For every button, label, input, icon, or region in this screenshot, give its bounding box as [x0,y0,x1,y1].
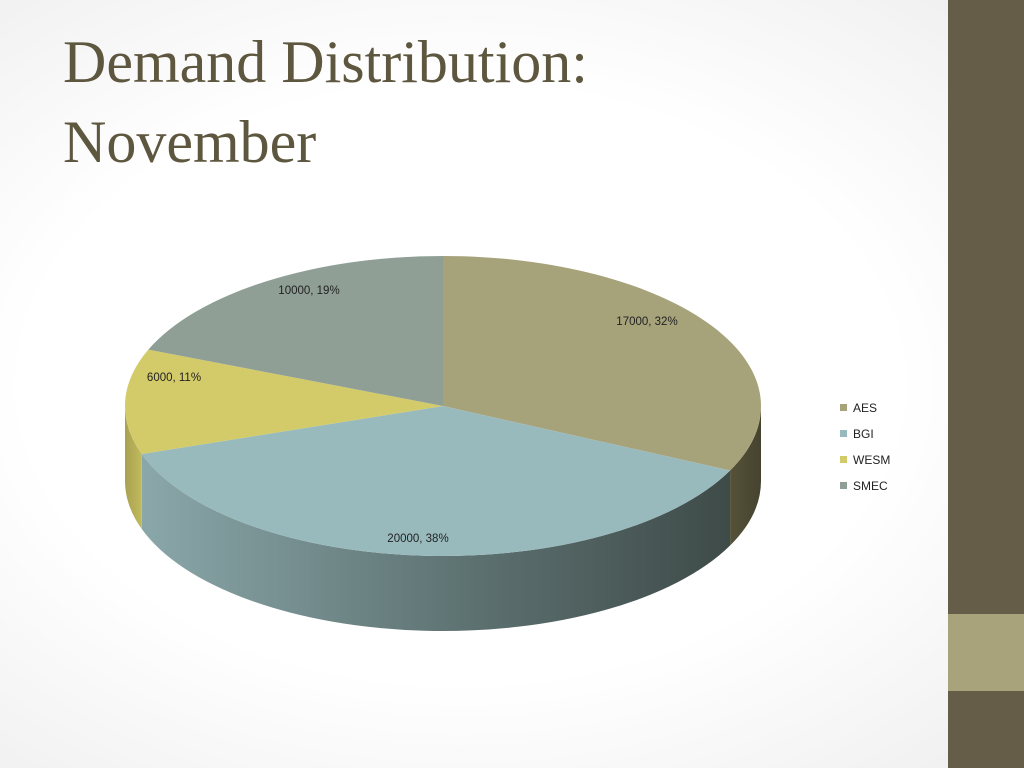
legend-swatch-smec [840,482,847,489]
data-label-aes: 17000, 32% [616,316,677,328]
data-label-smec: 10000, 19% [278,285,339,297]
legend-label-aes: AES [853,401,877,415]
pie-slice-bgi [141,406,731,557]
sidebar-accent-block [948,614,1024,691]
data-label-bgi: 20000, 38% [387,533,448,545]
pie-side-wesm [125,406,142,530]
pie-chart: 17000, 32%20000, 38%6000, 11%10000, 19% … [124,256,890,632]
legend-swatch-aes [840,404,847,411]
pie-side-bgi [141,454,731,632]
legend-swatch-bgi [840,430,847,437]
data-label-wesm: 6000, 11% [147,372,201,384]
pie-slice-aes [443,256,761,471]
legend-label-wesm: WESM [853,453,890,467]
legend-label-bgi: BGI [853,427,874,441]
pie-slice-smec [148,256,444,406]
slide-title-line2: November [63,109,317,175]
pie-side-aes [730,406,761,546]
slide-title: Demand Distribution: November [63,22,923,182]
pie-slice-wesm [124,349,443,455]
slide-title-line1: Demand Distribution: [63,29,588,95]
legend-label-smec: SMEC [853,479,888,493]
legend-swatch-wesm [840,456,847,463]
